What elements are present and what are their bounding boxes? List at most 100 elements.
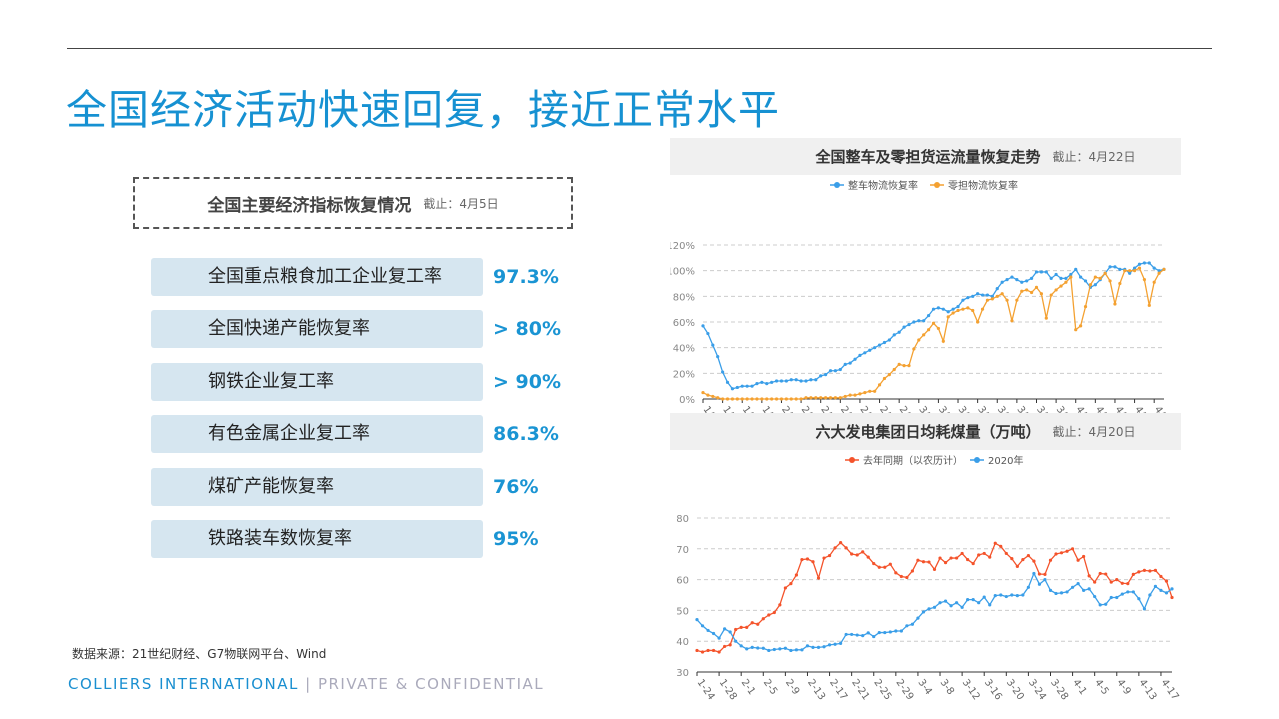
footer-brand: COLLIERS INTERNATIONAL xyxy=(68,675,299,693)
x-tick-label: 2-5 xyxy=(761,677,779,697)
indicator-row: 煤矿产能恢复率 76% xyxy=(151,467,571,506)
data-point xyxy=(838,396,842,400)
data-point xyxy=(740,384,744,388)
data-point xyxy=(1131,590,1135,594)
data-point xyxy=(1059,276,1063,280)
data-point xyxy=(701,324,705,328)
data-point xyxy=(888,630,892,634)
data-point xyxy=(1093,275,1097,279)
data-point xyxy=(767,613,771,617)
data-point xyxy=(936,306,941,310)
data-point xyxy=(956,308,960,313)
legend-marker xyxy=(974,457,980,463)
data-point xyxy=(1142,278,1146,282)
data-point xyxy=(1082,588,1086,592)
data-point xyxy=(927,607,931,611)
data-point xyxy=(1034,285,1039,289)
data-point xyxy=(873,346,877,350)
data-point xyxy=(774,379,779,383)
x-tick-label: 1-24 xyxy=(695,677,717,702)
data-point xyxy=(946,315,950,319)
data-point xyxy=(1054,272,1058,277)
data-point xyxy=(784,379,788,383)
data-point xyxy=(1142,607,1146,611)
data-point xyxy=(1137,262,1142,266)
y-tick-label: 0% xyxy=(679,395,695,406)
data-point xyxy=(1126,582,1130,586)
data-point xyxy=(882,340,887,345)
freight-chart: 全国整车及零担货运流量恢复走势 截止：4月22日 整车物流恢复率 零担物流恢复率 0%… xyxy=(666,138,1181,439)
freight-chart-svg: 整车物流恢复率零担物流恢复率0%20%40%60%80%100%120%1/19… xyxy=(666,179,1173,429)
data-point xyxy=(1132,266,1137,270)
data-point xyxy=(926,313,931,318)
data-point xyxy=(734,639,738,643)
data-point xyxy=(730,397,735,401)
data-point xyxy=(1054,552,1058,556)
data-point xyxy=(1108,265,1112,269)
data-point xyxy=(1109,595,1113,600)
data-point xyxy=(971,598,975,602)
data-point xyxy=(905,624,909,628)
data-point xyxy=(943,561,948,565)
data-point xyxy=(1026,553,1030,558)
indicator-value: > 80% xyxy=(493,318,562,341)
data-point xyxy=(1170,587,1174,591)
data-point xyxy=(861,634,865,638)
data-point xyxy=(750,397,754,401)
data-point xyxy=(1015,298,1019,302)
data-point xyxy=(977,553,981,557)
data-point xyxy=(1142,568,1146,572)
data-point xyxy=(1131,572,1135,576)
data-point xyxy=(828,396,833,400)
data-point xyxy=(1157,269,1161,273)
x-tick-label: 3-4 xyxy=(915,677,933,697)
x-tick-label: 2-1 xyxy=(739,677,757,697)
data-point xyxy=(1076,558,1080,562)
data-point xyxy=(735,397,739,401)
series-line xyxy=(702,262,1165,390)
data-point xyxy=(799,397,803,401)
data-point xyxy=(1126,590,1130,594)
data-point xyxy=(1153,584,1158,588)
data-point xyxy=(927,560,931,564)
data-point xyxy=(949,604,953,608)
data-point xyxy=(863,351,867,355)
data-point xyxy=(1065,549,1069,553)
y-tick-label: 40% xyxy=(673,344,695,355)
data-point xyxy=(700,624,705,628)
data-point xyxy=(946,310,950,314)
data-point xyxy=(921,560,926,564)
data-point xyxy=(1152,280,1156,284)
data-point xyxy=(1064,276,1068,280)
data-point xyxy=(711,343,715,347)
data-point xyxy=(706,331,710,336)
data-point xyxy=(1123,269,1127,273)
data-point xyxy=(917,319,921,323)
data-point xyxy=(728,643,732,647)
data-point xyxy=(1048,558,1053,562)
data-point xyxy=(850,632,854,637)
data-point xyxy=(1104,602,1108,606)
data-point xyxy=(1069,275,1073,279)
data-point xyxy=(922,333,926,337)
data-point xyxy=(1148,569,1152,573)
data-point xyxy=(855,633,859,637)
data-point xyxy=(872,561,876,566)
y-tick-label: 80% xyxy=(673,292,695,303)
data-point xyxy=(745,625,749,629)
x-tick-label: 2-25 xyxy=(871,677,893,702)
series-line xyxy=(696,571,1173,652)
data-point xyxy=(877,343,882,347)
data-point xyxy=(990,297,994,301)
legend-marker xyxy=(934,182,940,188)
data-point xyxy=(1115,595,1119,600)
data-point xyxy=(858,392,862,396)
x-tick-label: 3-8 xyxy=(938,677,956,697)
indicator-label: 全国重点粮食加工企业复工率 xyxy=(151,258,483,296)
data-point xyxy=(827,643,832,647)
data-point xyxy=(695,618,699,622)
data-point xyxy=(723,644,727,649)
data-point xyxy=(902,325,906,329)
data-point xyxy=(1004,551,1008,556)
data-point xyxy=(954,556,959,560)
